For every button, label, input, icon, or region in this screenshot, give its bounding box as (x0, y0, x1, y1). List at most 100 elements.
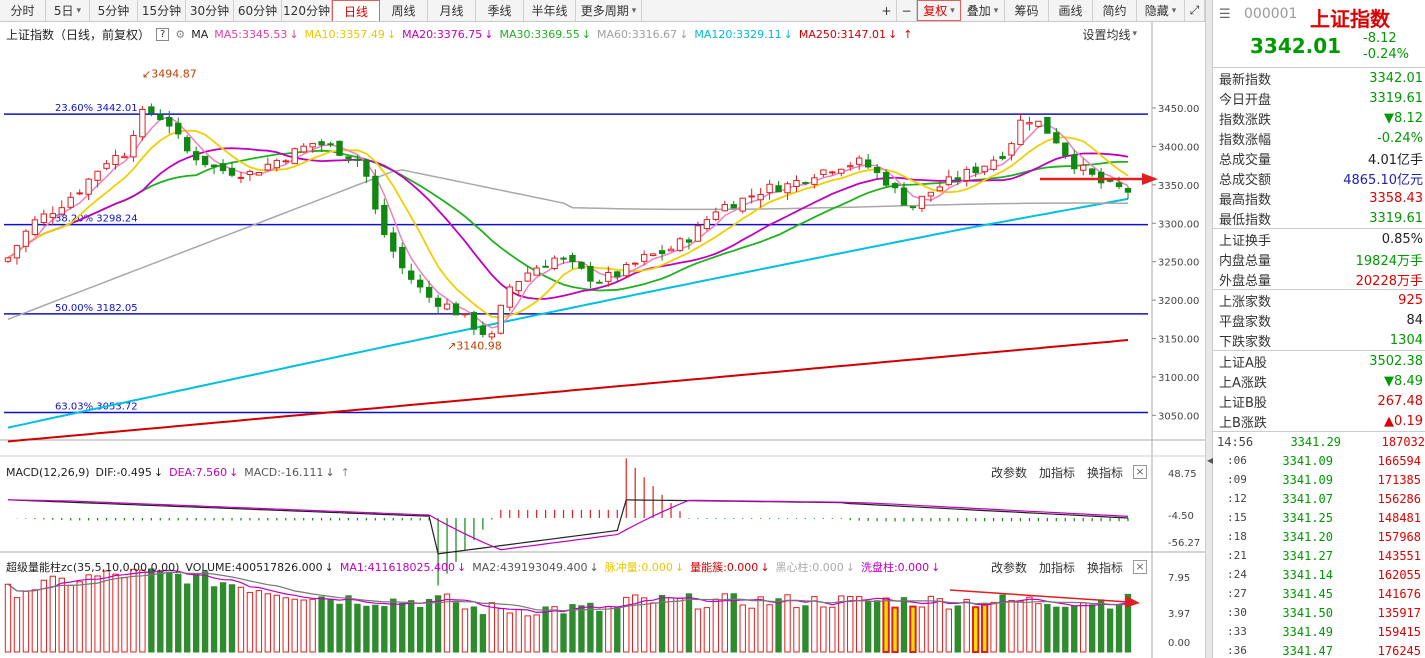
index-pct: -0.24% (1363, 47, 1409, 62)
toolbar-btn-label: 复权 (923, 4, 948, 18)
close-icon[interactable]: × (1133, 465, 1147, 479)
candle (470, 310, 478, 335)
tick-t: :33 (1227, 625, 1247, 638)
candle (623, 261, 630, 279)
period-tab-12[interactable]: 更多周期 ▾ (576, 0, 642, 21)
menu-icon[interactable]: ☰ (1219, 7, 1231, 22)
tick-list[interactable]: 14:56 3341.29 187032:06 3341.09 166594:09 334… (1213, 432, 1425, 658)
chart-area: 上证指数（日线，前复权） ? ⚙ MA MA5:3345.53 ↓ MA10:335… (0, 22, 1205, 658)
period-tab-9[interactable]: 月线 (428, 0, 476, 21)
macd-buttons: 改参数 加指标 换指标 (979, 463, 1123, 481)
candle (632, 262, 639, 267)
toolbar-btn-5[interactable]: 画线 (1049, 0, 1093, 21)
volume-bar (345, 595, 352, 653)
indicator-button[interactable]: 加指标 (1038, 465, 1075, 480)
period-tab-2[interactable]: 5分钟 (90, 0, 138, 21)
stat-row: 总成交量 4.01亿手 (1213, 148, 1425, 168)
period-tab-10[interactable]: 季线 (476, 0, 524, 21)
toolbar-btn-3[interactable]: 叠加 ▾ (961, 0, 1005, 21)
volume-bar (103, 570, 110, 653)
period-tab-label: 60分钟 (237, 4, 278, 18)
ma-label: MA (191, 27, 209, 41)
volume-bar (712, 598, 720, 653)
candle (927, 191, 935, 203)
tick-row: :36 3341.47 176245 (1213, 641, 1425, 658)
kline-chart[interactable]: 3450.00 3400.00 3350.00 3300.00 3250.00 3200.… (0, 22, 1205, 658)
volume-bar (856, 596, 863, 653)
indicator-button[interactable]: 改参数 (990, 465, 1027, 480)
indicator-button[interactable]: 换指标 (1086, 465, 1123, 480)
period-tab-6[interactable]: 120分钟 (282, 0, 332, 21)
toolbar-btn-4[interactable]: 筹码 (1005, 0, 1049, 21)
candle (856, 155, 863, 171)
toolbar-btn-0[interactable]: + (877, 0, 897, 21)
candle (327, 141, 334, 147)
quote-header: ☰ 000001 上证指数 3342.01 -8.12 -0.24% (1213, 0, 1425, 68)
stat-value: 4.01亿手 (1368, 152, 1423, 168)
candle (434, 294, 442, 314)
candle (676, 236, 684, 253)
toolbar-btn-6[interactable]: 简约 (1093, 0, 1137, 21)
stat-label: 总成交额 (1219, 172, 1272, 188)
panel-splitter[interactable]: ◀ (1205, 0, 1213, 658)
candle (291, 147, 298, 165)
period-tab-4[interactable]: 30分钟 (186, 0, 234, 21)
volume-bar (67, 584, 74, 653)
stat-label: 外盘总量 (1219, 273, 1272, 289)
period-tab-11[interactable]: 半年线 (524, 0, 576, 21)
indicator-button[interactable]: 改参数 (990, 560, 1027, 575)
candle (963, 166, 970, 187)
candle (175, 117, 182, 139)
period-tab-label: 日线 (343, 4, 368, 19)
volume-bar (1115, 605, 1123, 653)
volume-bar (649, 602, 657, 653)
indicator-button[interactable]: 加指标 (1038, 560, 1075, 575)
period-tab-label: 更多周期 (580, 4, 629, 18)
candle (1044, 116, 1051, 134)
period-tab-8[interactable]: 周线 (380, 0, 428, 21)
period-tab-3[interactable]: 15分钟 (138, 0, 186, 21)
ma-setting[interactable]: 设置均线 ▾ (1070, 25, 1137, 43)
legend-item: 洗盘柱:0.000 (860, 561, 930, 574)
volume-bar (416, 606, 424, 653)
tick-row: :33 3341.49 159415 (1213, 622, 1425, 641)
candle (900, 182, 908, 206)
period-tab-7[interactable]: 日线 (332, 0, 380, 21)
volume-bar (838, 595, 845, 653)
volume-bar (228, 584, 236, 653)
candle (1071, 149, 1078, 175)
gear-icon[interactable]: ⚙ (175, 27, 186, 41)
period-tab-5[interactable]: 60分钟 (234, 0, 282, 21)
volume-bar (971, 606, 980, 654)
period-tab-0[interactable]: 分时 (0, 0, 46, 21)
expand-icon[interactable]: ⤢ (1185, 0, 1205, 21)
candle (85, 177, 92, 201)
price-axis-label: 3100.00 (1158, 373, 1199, 384)
toolbar-btn-1[interactable]: − (897, 0, 917, 21)
candle (1017, 113, 1024, 146)
volume-bar (282, 597, 289, 653)
stat-label: 内盘总量 (1219, 253, 1272, 269)
candle (587, 261, 594, 289)
tick-row: 14:56 3341.29 187032 (1213, 432, 1425, 451)
arrow-annotation (949, 589, 1129, 603)
tick-t: :21 (1227, 549, 1247, 562)
volume-bar (596, 610, 603, 653)
stat-label: 指数涨幅 (1219, 132, 1272, 148)
period-tab-1[interactable]: 5日 ▾ (46, 0, 90, 21)
tick-row: :30 3341.50 135917 (1213, 603, 1425, 622)
candle (22, 229, 30, 253)
help-icon[interactable]: ? (156, 27, 170, 41)
volume-bar (694, 608, 702, 653)
toolbar-btn-2[interactable]: 复权 ▾ (917, 0, 961, 21)
close-icon[interactable]: × (1133, 560, 1147, 574)
volume-bar (76, 581, 83, 653)
ma-setting-button[interactable]: 设置均线 (1082, 27, 1131, 42)
stat-value: 1304 (1389, 332, 1423, 348)
volume-bar (569, 604, 576, 653)
stat-label: 上B涨跌 (1219, 415, 1267, 431)
indicator-button[interactable]: 换指标 (1086, 560, 1123, 575)
toolbar-btn-7[interactable]: 隐藏 ▾ (1137, 0, 1185, 21)
volume-bar (587, 602, 594, 653)
candle (121, 152, 128, 159)
